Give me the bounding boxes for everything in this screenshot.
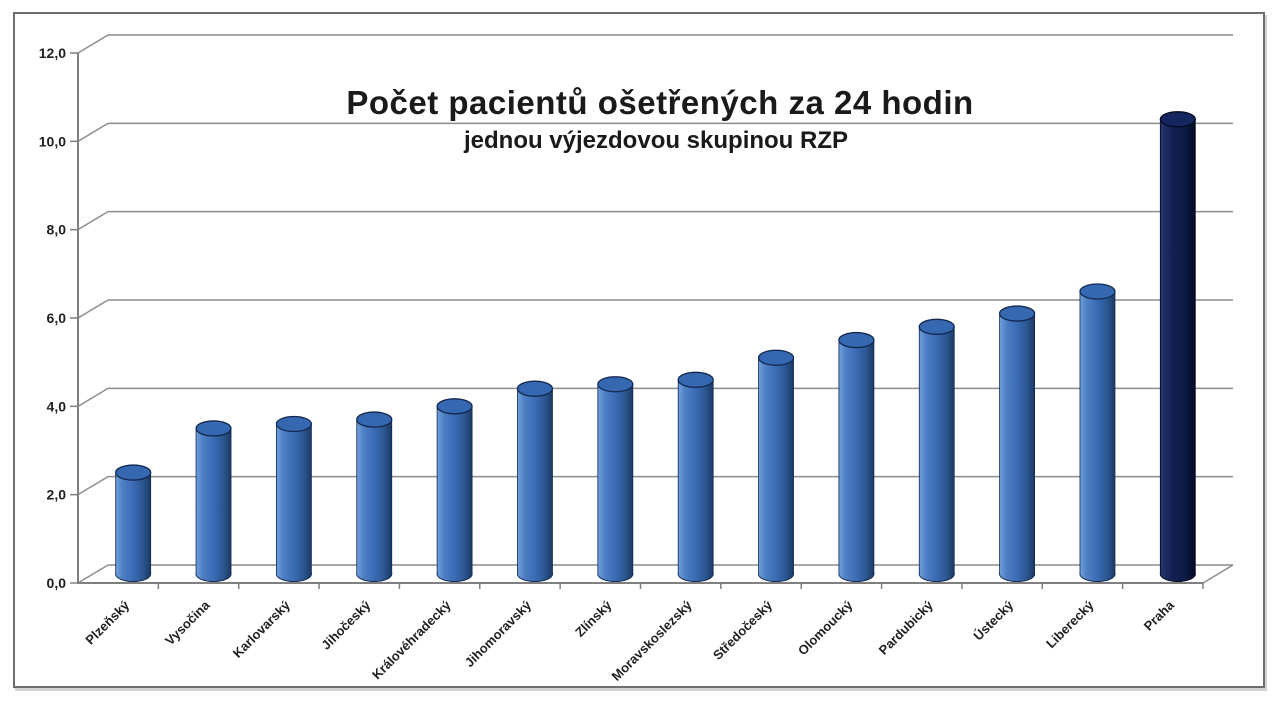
bar-libereck- xyxy=(1079,283,1116,582)
bar-olomouck- xyxy=(838,331,875,582)
floor-depth-connector xyxy=(1202,564,1234,584)
bar-top xyxy=(677,371,714,388)
bar-praha xyxy=(1159,111,1196,582)
y-axis-tick-label: 4,0 xyxy=(47,398,67,414)
x-axis-category-label: Královéhradecký xyxy=(369,597,454,682)
bar-moravskoslezsk- xyxy=(677,371,714,582)
bar-top xyxy=(838,331,875,349)
bar-zl-nsk- xyxy=(597,376,634,582)
bar-body xyxy=(999,313,1036,582)
bar-body xyxy=(356,419,393,582)
bar-vyso-ina xyxy=(195,420,232,582)
bar-top xyxy=(1079,283,1116,300)
bar-karlovarsk- xyxy=(275,415,313,582)
bar-body xyxy=(1159,119,1196,582)
bar-jihomoravsk- xyxy=(516,380,554,582)
y-axis-tick-label: 0,0 xyxy=(47,575,67,591)
bar-pardubick- xyxy=(918,318,955,582)
gridline-depth-connector xyxy=(77,211,109,231)
bar-st-edo-esk- xyxy=(757,349,795,582)
bar-top xyxy=(516,380,554,397)
bar-kr-lov-hradeck- xyxy=(436,398,473,582)
bar-top xyxy=(275,415,313,433)
bar-top xyxy=(195,420,232,437)
bar-body xyxy=(838,340,875,582)
x-axis-category-label: Liberecký xyxy=(1043,597,1097,651)
x-axis-category-label: Zlínský xyxy=(572,597,615,640)
bar-body xyxy=(677,379,714,582)
gridline-depth-connector xyxy=(77,564,109,584)
y-axis-tick-label: 2,0 xyxy=(47,487,67,503)
x-axis-category-label: Vysočina xyxy=(162,597,213,648)
x-axis-category-label: Plzeňský xyxy=(82,597,132,647)
y-axis-tick-label: 8,0 xyxy=(47,222,67,238)
bar-body xyxy=(597,384,634,582)
x-axis-category-label: Olomoucký xyxy=(795,597,856,658)
bar-top xyxy=(998,305,1036,322)
bar-jiho-esk- xyxy=(356,411,393,582)
bar-body xyxy=(275,423,312,582)
bar-body xyxy=(436,406,473,582)
bar-top xyxy=(436,398,473,415)
bar-top xyxy=(1159,111,1196,128)
y-axis-tick-label: 6,0 xyxy=(47,310,67,326)
x-axis-category-label: Praha xyxy=(1141,597,1178,634)
x-axis-category-label: Středočeský xyxy=(710,597,776,663)
gridline-depth-connector xyxy=(77,387,109,407)
bar-body xyxy=(517,388,553,582)
bar-top xyxy=(115,464,152,481)
x-axis-category-label: Jihočeský xyxy=(318,597,374,653)
x-axis-category-label: Moravskoslezský xyxy=(609,597,696,684)
bar-body xyxy=(1079,291,1116,582)
bar-top xyxy=(757,349,795,366)
gridline-depth-connector xyxy=(77,476,109,496)
x-axis-category-label: Karlovarský xyxy=(230,597,294,661)
x-axis-category-label: Jihomoravský xyxy=(462,597,535,670)
gridline-depth-connector xyxy=(77,299,109,319)
bar-body xyxy=(115,472,152,582)
bar--steck- xyxy=(998,305,1036,582)
chart-title: Počet pacientů ošetřených za 24 hodin xyxy=(346,84,974,121)
bar-body xyxy=(195,428,232,582)
bar-plze-sk- xyxy=(115,464,152,582)
bar-top xyxy=(918,318,955,335)
chart-subtitle: jednou výjezdovou skupinou RZP xyxy=(463,127,849,154)
bar-body xyxy=(758,357,794,582)
y-axis-tick-label: 12,0 xyxy=(39,45,66,61)
bar-top xyxy=(356,411,393,428)
x-axis-category-label: Ústecký xyxy=(970,597,1016,643)
x-axis-category-label: Pardubický xyxy=(876,597,937,658)
bar-body xyxy=(918,326,955,582)
y-axis-tick-label: 10,0 xyxy=(39,133,66,149)
gridline-depth-connector xyxy=(77,34,109,54)
bar-top xyxy=(597,376,634,393)
gridline-depth-connector xyxy=(77,122,109,142)
